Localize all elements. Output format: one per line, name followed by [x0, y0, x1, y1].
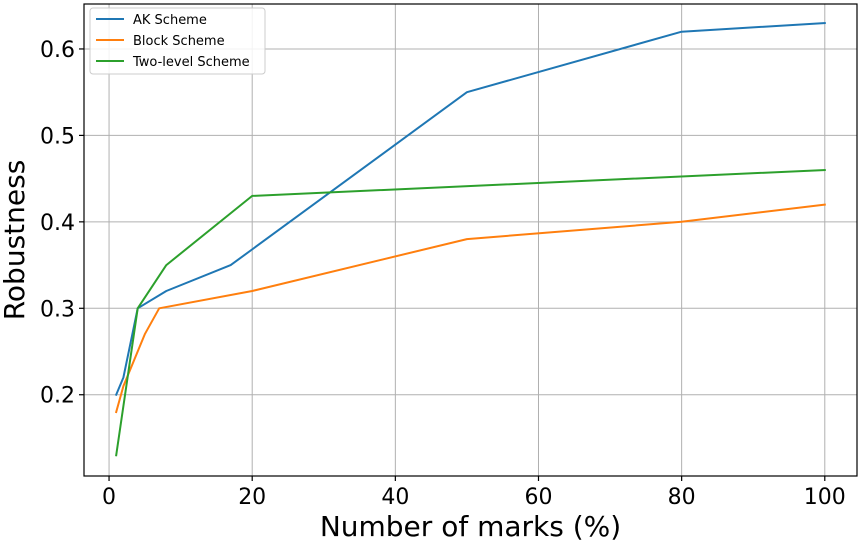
series-line-two-level-scheme [115, 168, 826, 457]
x-tick-label: 0 [102, 485, 116, 510]
x-tick-label: 100 [804, 485, 846, 510]
y-axis-title: Robustness [0, 160, 31, 321]
x-tick-label: 80 [668, 485, 696, 510]
legend-box [89, 7, 266, 75]
plot-frame [83, 3, 858, 477]
y-tick-label: 0.3 [40, 297, 75, 322]
legend-label-block-scheme: Block Scheme [133, 34, 225, 49]
x-axis-title: Number of marks (%) [320, 510, 621, 542]
y-tick-label: 0.5 [40, 124, 75, 149]
legend-label-ak-scheme: AK Scheme [133, 13, 207, 28]
grid [84, 4, 857, 476]
axis-ticks: 0 20 40 60 80 100 0.2 0.3 0.4 0.5 0.6 [40, 38, 846, 510]
legend: AK Scheme Block Scheme Two-level Scheme [89, 7, 266, 75]
y-tick-label: 0.6 [40, 38, 75, 63]
x-tick-label: 20 [238, 485, 266, 510]
series-line-ak-scheme [114, 21, 826, 397]
x-tick-label: 40 [381, 485, 409, 510]
legend-label-two-level-scheme: Two-level Scheme [132, 55, 250, 70]
series-lines [114, 21, 826, 457]
y-tick-label: 0.4 [40, 211, 75, 236]
y-tick-label: 0.2 [40, 384, 75, 409]
x-tick-label: 60 [524, 485, 552, 510]
